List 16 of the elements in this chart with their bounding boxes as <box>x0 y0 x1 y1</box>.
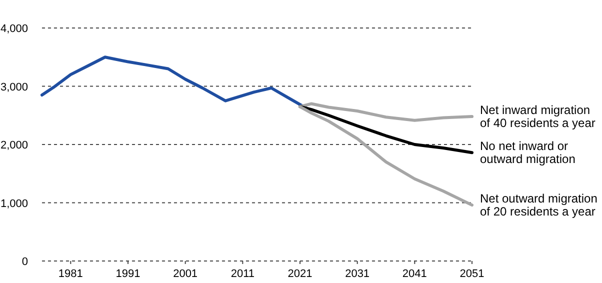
x-tick-label: 2011 <box>230 268 254 280</box>
y-tick-label: 4,000 <box>0 23 28 35</box>
x-tick-label: 1981 <box>58 268 83 280</box>
x-tick-label: 2031 <box>345 268 370 280</box>
x-tick-label: 2041 <box>402 268 427 280</box>
series-label: Net inward migration of 40 residents a year <box>480 103 596 130</box>
series-label: No net inward or outward migration <box>480 139 576 166</box>
y-tick-label: 2,000 <box>0 140 28 152</box>
y-tick-label: 3,000 <box>0 81 28 94</box>
y-tick-label: 1,000 <box>0 198 28 210</box>
x-tick-label: 2051 <box>460 268 484 280</box>
y-tick-label: 0 <box>22 256 28 268</box>
series-label: Net outward migration of 20 residents a year <box>480 192 598 219</box>
x-tick-label: 2001 <box>173 268 198 280</box>
x-tick-label: 1991 <box>116 268 140 280</box>
x-tick-label: 2021 <box>288 268 312 280</box>
